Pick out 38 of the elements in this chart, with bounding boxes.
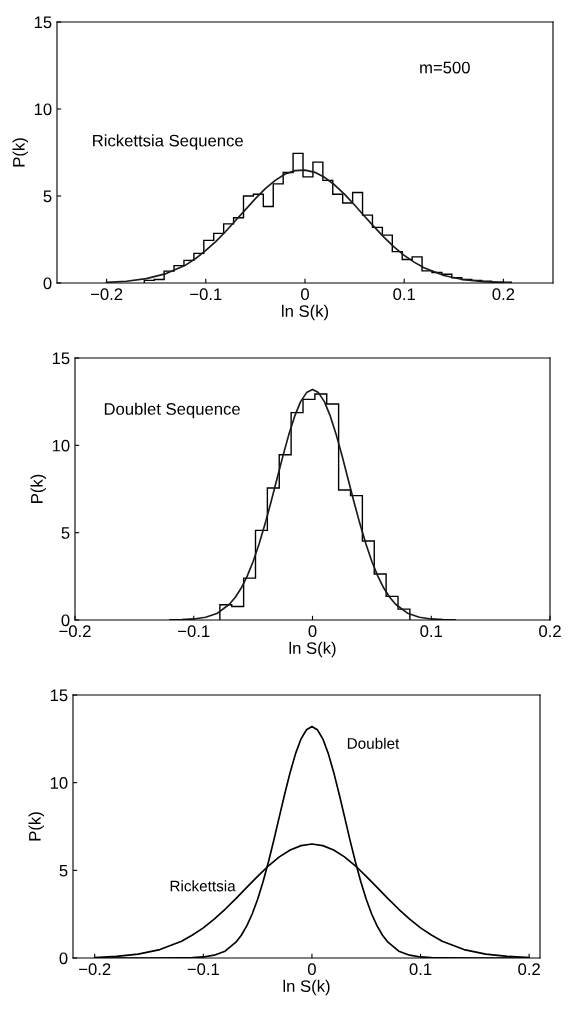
y-tick-label: 10 xyxy=(34,103,52,116)
y-axis-title: P(k) xyxy=(28,812,45,841)
x-tick-label: 0.1 xyxy=(393,288,415,301)
y-tick-label: 5 xyxy=(43,190,52,203)
annotation: m=500 xyxy=(420,61,470,74)
x-tick-label: 0.2 xyxy=(518,963,540,976)
x-tick-label: 0.1 xyxy=(420,625,443,638)
x-tick-label: −0.2 xyxy=(79,963,111,976)
x-tick-label: −0.2 xyxy=(90,288,123,301)
y-tick-label: 0 xyxy=(43,277,52,290)
y-tick-label: 10 xyxy=(52,439,70,452)
x-tick-label: 0.2 xyxy=(492,288,515,301)
y-tick-label: 15 xyxy=(52,352,70,365)
annotation: Doublet Sequence xyxy=(104,402,240,419)
y-tick-label: 15 xyxy=(50,689,68,702)
y-axis-title: P(k) xyxy=(30,474,47,503)
x-tick-label: −0.1 xyxy=(187,963,219,976)
y-tick-label: 10 xyxy=(50,777,68,789)
x-tick-label: −0.1 xyxy=(178,625,210,638)
x-tick-label: −0.2 xyxy=(59,625,91,638)
series-label: Doublet xyxy=(347,737,400,749)
x-axis-title: ln S(k) xyxy=(282,304,329,321)
x-tick-label: −0.1 xyxy=(190,288,222,301)
y-tick-label: 5 xyxy=(59,864,68,877)
y-tick-label: 0 xyxy=(59,952,68,965)
x-axis-title: ln S(k) xyxy=(283,979,330,996)
y-tick-label: 0 xyxy=(61,614,70,627)
y-axis-title: P(k) xyxy=(12,138,29,167)
x-axis-title: ln S(k) xyxy=(289,641,336,658)
series-label: Rickettsia xyxy=(170,880,236,892)
y-tick-label: 5 xyxy=(61,527,70,539)
x-tick-label: 0 xyxy=(308,625,317,638)
x-tick-label: 0.2 xyxy=(539,625,561,638)
x-tick-label: 0.1 xyxy=(409,963,432,976)
y-tick-label: 15 xyxy=(34,16,52,29)
annotation: Rickettsia Sequence xyxy=(93,134,243,150)
x-tick-label: 0 xyxy=(307,963,316,976)
x-tick-label: 0 xyxy=(301,288,309,301)
